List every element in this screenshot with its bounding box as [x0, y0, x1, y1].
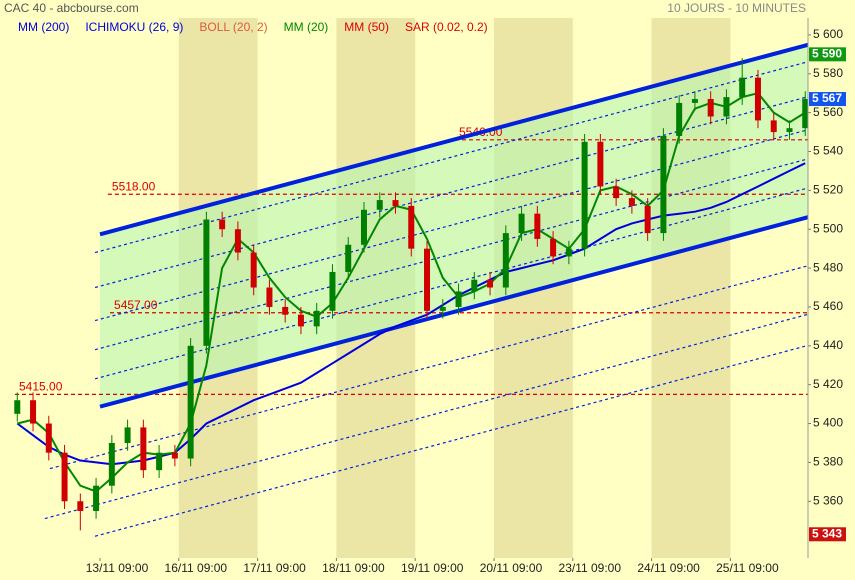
price-tag — [809, 47, 846, 62]
candle-body — [502, 233, 509, 288]
legend-entry: MM (50) — [344, 20, 389, 34]
y-tick-label: 5 560 — [813, 105, 843, 119]
price-tag-label: 5 567 — [812, 91, 842, 105]
y-tick-label: 5 380 — [813, 455, 843, 469]
y-tick-label: 5 580 — [813, 66, 843, 80]
level-label: 5457.00 — [114, 298, 158, 312]
y-tick-label: 5 520 — [813, 183, 843, 197]
level-label: 5518.00 — [112, 179, 156, 193]
candle-body — [565, 248, 572, 257]
candle-body — [124, 427, 131, 443]
x-tick-label: 13/11 09:00 — [86, 561, 149, 575]
price-tag-label: 5 590 — [812, 47, 842, 61]
channel-line — [99, 215, 809, 409]
y-tick-label: 5 600 — [813, 27, 843, 41]
candle-body — [660, 135, 667, 234]
candle-body — [266, 287, 273, 307]
candle-body — [360, 209, 367, 245]
candle-body — [628, 198, 635, 206]
candle-body — [234, 229, 241, 253]
legend-entry: MM (200) — [18, 20, 69, 34]
candle-body — [14, 400, 21, 414]
y-tick-label: 5 400 — [813, 416, 843, 430]
candle-body — [171, 452, 178, 459]
candle-body — [219, 219, 226, 230]
candle-body — [707, 99, 714, 117]
candle-body — [392, 200, 399, 206]
candle-body — [676, 102, 683, 136]
x-tick-label: 25/11 09:00 — [716, 561, 779, 575]
candle-body — [613, 186, 620, 199]
candle-body — [455, 291, 462, 307]
y-tick-label: 5 540 — [813, 144, 843, 158]
candle-body — [802, 99, 809, 129]
candle-body — [297, 314, 304, 327]
x-tick-label: 17/11 09:00 — [243, 561, 306, 575]
price-tag-label: 5 343 — [812, 526, 842, 540]
channel-dashed-line — [49, 265, 809, 470]
x-tick-label: 18/11 09:00 — [322, 561, 385, 575]
candle-body — [691, 99, 698, 103]
chart-title: CAC 40 - abcbourse.com — [4, 1, 139, 15]
candle-body — [250, 252, 257, 288]
candle-body — [376, 200, 383, 210]
y-tick-label: 5 500 — [813, 221, 843, 235]
candle-body — [723, 97, 730, 117]
x-tick-label: 23/11 09:00 — [559, 561, 622, 575]
x-tick-label: 24/11 09:00 — [637, 561, 700, 575]
price-tag — [809, 92, 846, 107]
price-tag — [809, 527, 846, 542]
candle-body — [534, 213, 541, 239]
ma-line — [16, 162, 806, 466]
candle-body — [581, 141, 588, 249]
candle-body — [108, 442, 115, 486]
candle-body — [644, 205, 651, 234]
legend-entry: SAR (0.02, 0.2) — [405, 20, 488, 34]
legend-entry: MM (20) — [284, 20, 329, 34]
candle-body — [739, 77, 746, 98]
level-label: 5415.00 — [19, 380, 63, 394]
x-tick-label: 16/11 09:00 — [165, 561, 228, 575]
legend-entry: ICHIMOKU (26, 9) — [85, 20, 183, 34]
candle-body — [30, 400, 37, 424]
candle-body — [203, 219, 210, 346]
candle-body — [140, 427, 147, 471]
chart-subtitle: 10 JOURS - 10 MINUTES — [667, 1, 806, 15]
candle-body — [45, 423, 52, 453]
candle-body — [156, 452, 163, 471]
y-tick-label: 5 480 — [813, 260, 843, 274]
candle-body — [770, 120, 777, 133]
y-tick-label: 5 460 — [813, 299, 843, 313]
candle-body — [345, 244, 352, 272]
candle-body — [439, 306, 446, 311]
y-tick-label: 5 360 — [813, 493, 843, 507]
candle-body — [93, 485, 100, 511]
candle-body — [487, 279, 494, 288]
y-tick-label: 5 420 — [813, 377, 843, 391]
channel-fill — [100, 44, 808, 407]
channel-line — [99, 42, 809, 237]
x-tick-label: 19/11 09:00 — [401, 561, 464, 575]
x-tick-label: 20/11 09:00 — [480, 561, 543, 575]
candle-body — [597, 141, 604, 187]
candle-body — [550, 238, 557, 257]
candle-body — [313, 310, 320, 327]
candle-body — [408, 205, 415, 249]
legend-entry: BOLL (20, 2) — [199, 20, 267, 34]
candle-body — [61, 452, 68, 502]
y-tick-label: 5 440 — [813, 338, 843, 352]
candle-body — [282, 306, 289, 315]
candle-body — [518, 213, 525, 234]
candle-body — [329, 271, 336, 311]
candle-body — [471, 279, 478, 292]
candle-body — [786, 128, 793, 133]
candle-body — [754, 77, 761, 121]
candle-body — [424, 248, 431, 311]
candle-body — [77, 501, 84, 511]
candle-body — [187, 345, 194, 459]
